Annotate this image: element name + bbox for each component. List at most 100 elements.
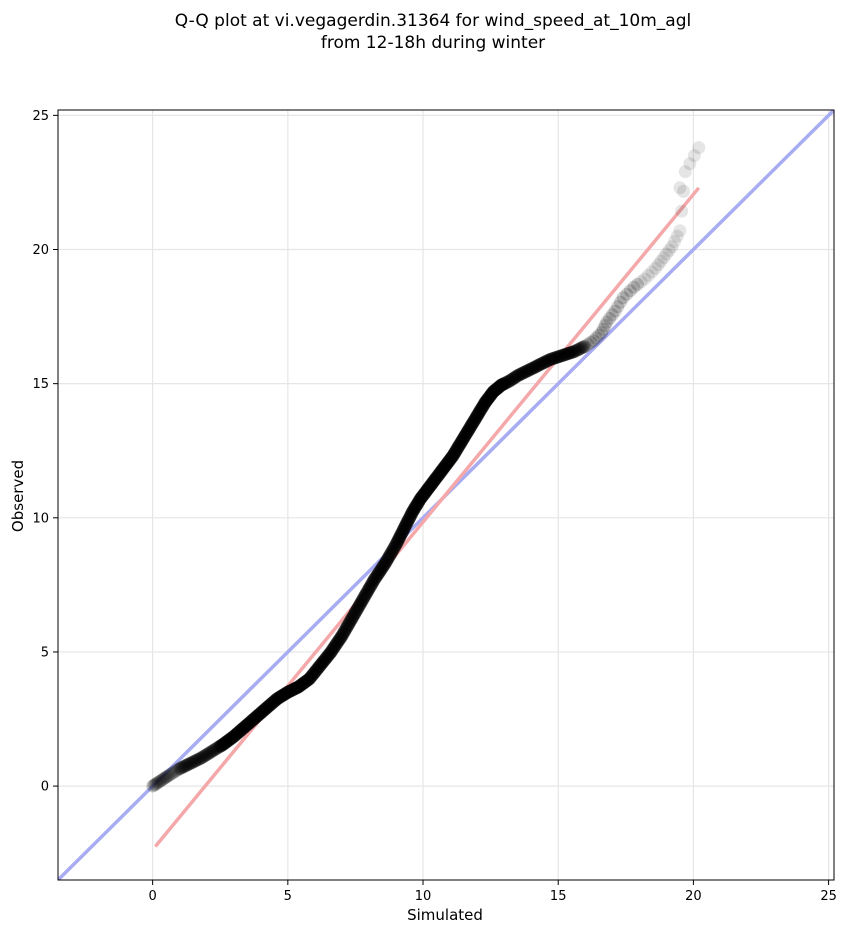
qq-point	[611, 300, 625, 314]
qq-point	[584, 336, 598, 349]
qq-point	[687, 149, 701, 163]
qq-point	[182, 757, 196, 771]
qq-point	[515, 367, 529, 381]
qq-point	[566, 345, 580, 359]
qq-point	[149, 777, 163, 791]
qq-point	[553, 349, 567, 363]
qq-point	[543, 353, 557, 366]
qq-point	[578, 339, 592, 353]
qq-point	[523, 363, 537, 377]
qq-point	[162, 768, 176, 782]
qq-point	[577, 340, 591, 354]
qq-point	[173, 762, 187, 776]
qq-point	[557, 348, 571, 362]
qq-point	[506, 372, 520, 386]
qq-point	[659, 247, 673, 261]
qq-point	[546, 352, 560, 365]
qq-point	[532, 358, 546, 372]
x-tick-label-3: 15	[550, 889, 567, 904]
qq-point	[561, 347, 575, 360]
qq-point	[539, 355, 553, 368]
qq-point	[596, 322, 610, 336]
qq-point	[197, 749, 211, 763]
qq-point	[683, 157, 697, 171]
qq-point	[177, 760, 191, 774]
qq-point	[649, 261, 662, 275]
qq-point	[581, 337, 595, 351]
qq-point	[179, 758, 193, 772]
qq-point	[516, 366, 530, 380]
qq-point	[567, 345, 581, 358]
qq-point	[677, 184, 690, 198]
qq-point	[574, 341, 588, 355]
qq-point	[560, 347, 574, 361]
qq-point	[550, 350, 564, 364]
qq-point	[154, 774, 168, 788]
qq-point	[527, 361, 541, 375]
qq-point	[549, 351, 563, 364]
y-tick-label-5: 25	[32, 109, 49, 124]
qq-point	[156, 772, 170, 786]
qq-point	[589, 331, 603, 345]
qq-point	[518, 365, 532, 379]
qq-point	[160, 770, 174, 784]
qq-point	[167, 765, 181, 779]
qq-point	[174, 761, 188, 775]
qq-point	[559, 347, 573, 361]
qq-point	[152, 775, 166, 789]
qq-point	[146, 779, 160, 793]
qq-point	[563, 346, 577, 360]
qq-point	[512, 368, 526, 382]
y-tick-label-0: 0	[41, 780, 49, 795]
qq-point	[526, 361, 540, 375]
qq-point	[544, 352, 558, 366]
qq-point	[501, 375, 514, 389]
x-axis-label: Simulated	[407, 906, 483, 924]
qq-point	[166, 766, 180, 780]
plot-frame	[57, 109, 835, 881]
qq-point	[551, 350, 565, 364]
qq-point	[631, 277, 644, 291]
x-tick-label-0: 0	[148, 889, 156, 904]
qq-point	[692, 141, 706, 155]
qq-point	[192, 752, 206, 766]
qq-point	[547, 351, 561, 365]
qq-point	[528, 360, 542, 374]
qq-point	[510, 369, 524, 383]
qq-point	[530, 359, 544, 373]
qq-point	[502, 375, 515, 388]
qq-point	[541, 354, 555, 367]
qq-point	[498, 377, 511, 390]
qq-point	[524, 362, 538, 376]
qq-point	[163, 768, 177, 781]
qq-point	[499, 376, 512, 390]
qq-point	[198, 748, 212, 762]
grid	[58, 110, 834, 880]
x-tick-label-2: 10	[415, 889, 432, 904]
x-tick-label-5: 25	[820, 889, 837, 904]
qq-point	[654, 254, 668, 268]
x-tick-label-4: 20	[685, 889, 702, 904]
qq-point	[504, 373, 518, 387]
qq-point	[178, 759, 192, 773]
qq-point	[533, 358, 547, 371]
qq-point	[204, 745, 218, 759]
qq-point	[552, 350, 566, 363]
chart-title: Q-Q plot at vi.vegagerdin.31364 for wind…	[175, 11, 691, 31]
y-tick-label-4: 20	[32, 243, 49, 258]
qq-point	[598, 319, 612, 332]
qq-point	[151, 776, 165, 790]
qq-point	[497, 377, 510, 391]
qq-point	[181, 758, 195, 772]
qq-point	[525, 362, 539, 376]
qq-point	[675, 204, 689, 218]
qq-point	[511, 369, 525, 383]
qq-point	[603, 311, 617, 325]
qq-point	[570, 343, 584, 357]
qq-point	[565, 345, 579, 359]
reference-lines	[58, 110, 834, 880]
qq-point	[608, 304, 622, 318]
qq-point	[185, 756, 199, 770]
qq-point	[620, 287, 634, 301]
qq-point	[562, 346, 576, 360]
